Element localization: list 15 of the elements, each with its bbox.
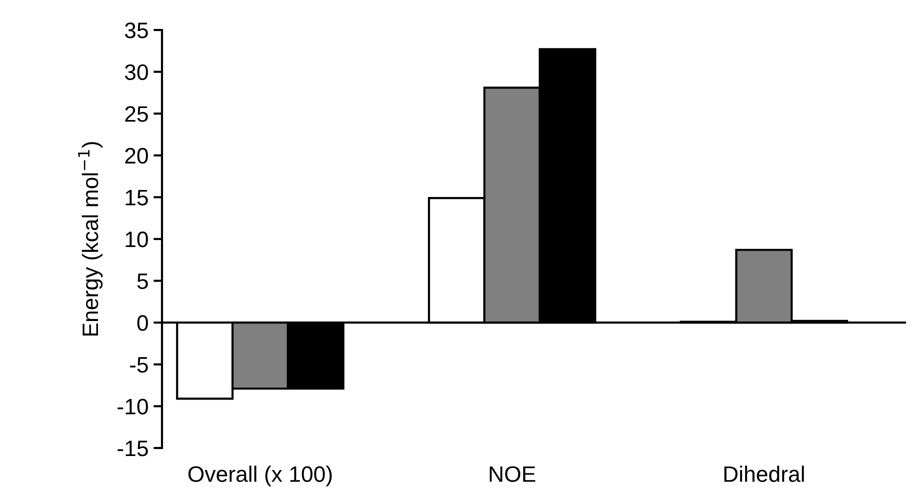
x-tick-label: NOE — [490, 466, 536, 482]
y-tick-label: -10 — [118, 398, 148, 414]
y-tick-label: 5 — [137, 274, 148, 290]
x-tick-label: Dihedral — [724, 466, 804, 482]
y-tick-label: 35 — [124, 22, 148, 38]
y-tick-label: 15 — [126, 190, 148, 206]
x-tick-label: Overall (x 100) — [188, 466, 332, 486]
y-tick-label: 10 — [126, 232, 148, 248]
y-tick-label: 25 — [125, 106, 148, 122]
y-tick-label: 20 — [125, 148, 148, 164]
y-tick-label: 0 — [137, 315, 148, 331]
y-axis-title: Energy (kcal mol$^{−1}$) — [78, 142, 103, 336]
y-tick-label: 30 — [124, 64, 148, 80]
y-tick-label: -15 — [118, 440, 148, 456]
y-tick-label: -5 — [130, 357, 148, 373]
